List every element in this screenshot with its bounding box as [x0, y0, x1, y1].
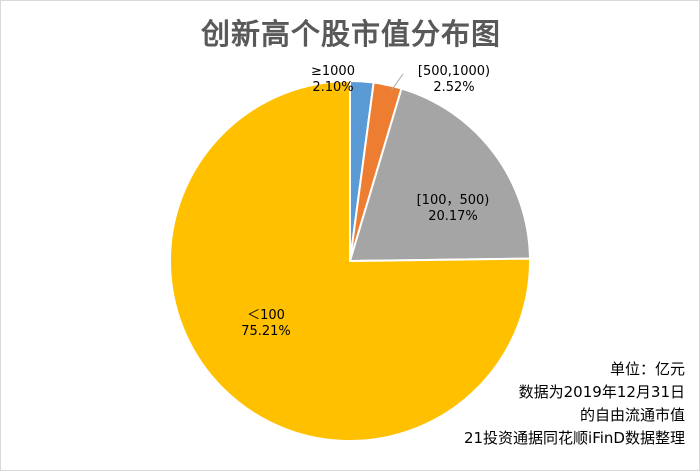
pie-slice [348, 87, 531, 263]
slice-category-label: ≥1000 [311, 64, 355, 79]
slice-value-label: 20.17% [428, 209, 478, 224]
label-leader-lines [390, 73, 404, 92]
slice-value-label: 2.52% [433, 80, 474, 95]
measure-note: 的自由流通市值 [579, 406, 685, 424]
date-note: 数据为2019年12月31日 [518, 383, 685, 401]
slice-value-label: 2.10% [312, 80, 353, 95]
slice-value-label: 75.21% [241, 324, 291, 339]
leader-line [390, 73, 404, 92]
slice-category-label: [500,1000) [418, 64, 490, 79]
chart-note: 单位：亿元 数据为2019年12月31日 的自由流通市值 21投资通据同花顺iF… [464, 358, 685, 450]
slice-category-label: [100，500) [417, 193, 490, 208]
pie-slice [169, 79, 531, 442]
slice-category-label: ＜100 [247, 308, 285, 323]
chart-title: 创新高个股市值分布图 [200, 17, 501, 51]
unit-note: 单位：亿元 [609, 360, 685, 378]
pie-slices [169, 79, 531, 442]
source-note: 21投资通据同花顺iFinD数据整理 [463, 429, 685, 447]
